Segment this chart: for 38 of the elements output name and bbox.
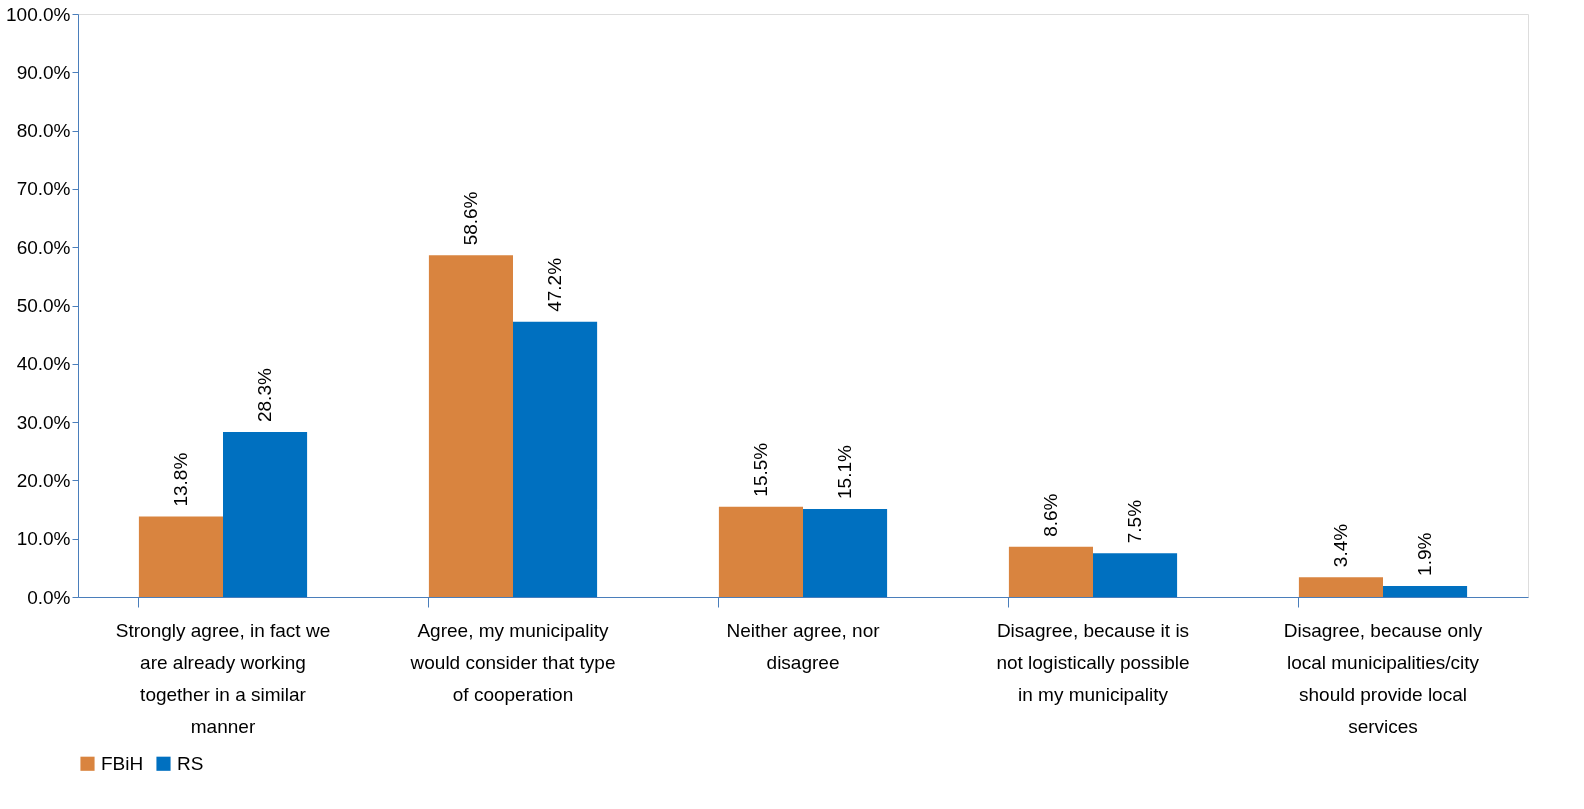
bar	[513, 321, 598, 597]
bar	[718, 506, 803, 597]
bar	[223, 432, 308, 597]
x-tick-label: Neither agree, nor disagree	[726, 619, 881, 673]
y-tick-label: 40.0%	[16, 353, 71, 375]
bar	[1008, 546, 1093, 597]
bar	[1093, 553, 1178, 597]
bar	[138, 516, 223, 597]
x-tick-label: Disagree, because it is not logistically possible in my municipality	[996, 619, 1190, 705]
legend-label: FBiH	[101, 752, 144, 774]
data-label: 1.9%	[1414, 532, 1436, 576]
y-tick-label: 100.0%	[6, 3, 71, 25]
data-label: 3.4%	[1329, 523, 1351, 568]
y-tick-label: 90.0%	[16, 61, 71, 83]
data-label: 15.1%	[834, 444, 856, 499]
y-tick-label: 0.0%	[27, 586, 71, 608]
data-label: 15.5%	[749, 442, 771, 497]
data-label: 28.3%	[254, 368, 276, 423]
x-tick-label: Strongly agree, in fact we are already working together in a similar manner	[115, 619, 331, 737]
x-tick-label: Disagree, because only local municipalities/city should provide local services	[1283, 619, 1483, 737]
legend-label: RS	[177, 752, 204, 774]
data-label: 13.8%	[169, 452, 191, 507]
data-label: 58.6%	[459, 191, 481, 246]
y-tick-label: 60.0%	[16, 236, 71, 258]
x-tick-label: Agree, my municipality would consider that type of cooperation	[409, 619, 616, 705]
data-label: 7.5%	[1124, 499, 1146, 544]
bar	[1298, 577, 1383, 597]
data-label: 47.2%	[544, 257, 566, 312]
bar	[1383, 585, 1468, 597]
data-label: 8.6%	[1039, 493, 1061, 537]
y-tick-label: 50.0%	[16, 295, 71, 316]
bar	[803, 508, 888, 597]
y-tick-label: 30.0%	[16, 411, 71, 433]
y-tick-label: 70.0%	[16, 178, 71, 200]
y-tick-label: 80.0%	[16, 120, 71, 142]
y-tick-label: 20.0%	[16, 469, 71, 491]
bar	[428, 255, 513, 597]
y-tick-label: 10.0%	[16, 528, 71, 550]
